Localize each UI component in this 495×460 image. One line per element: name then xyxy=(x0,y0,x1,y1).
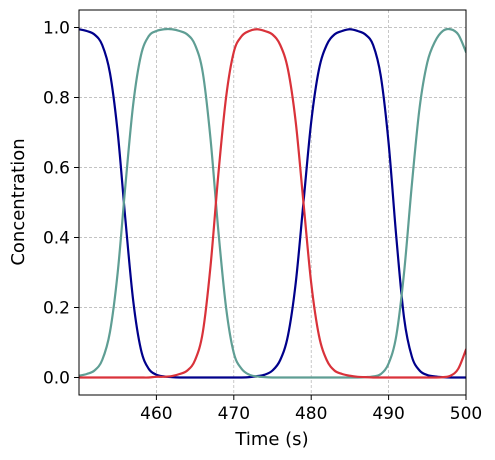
y-tick-label: 0.0 xyxy=(43,369,70,389)
series-layer xyxy=(79,27,466,379)
y-tick-label: 1.0 xyxy=(43,19,70,39)
series-line-2 xyxy=(79,27,466,379)
series-line-3 xyxy=(79,28,466,379)
y-axis-label: Concentration xyxy=(8,138,29,265)
plot-frame xyxy=(78,9,467,396)
x-tick-label: 460 xyxy=(140,404,172,424)
x-tick-label: 470 xyxy=(218,404,250,424)
y-tick-label: 0.2 xyxy=(43,299,70,319)
y-tick-label: 0.8 xyxy=(43,89,70,109)
x-tick-label: 500 xyxy=(450,404,482,424)
y-axis: 0.0 0.2 0.4 0.6 0.8 1.0 xyxy=(43,19,79,389)
x-axis: 460 470 480 490 500 xyxy=(140,395,482,424)
y-tick-label: 0.6 xyxy=(43,159,70,179)
y-tick-label: 0.4 xyxy=(43,229,70,249)
x-axis-label: Time (s) xyxy=(234,429,308,450)
x-tick-label: 480 xyxy=(295,404,327,424)
series-line-1 xyxy=(79,28,466,379)
x-tick-label: 490 xyxy=(372,404,404,424)
